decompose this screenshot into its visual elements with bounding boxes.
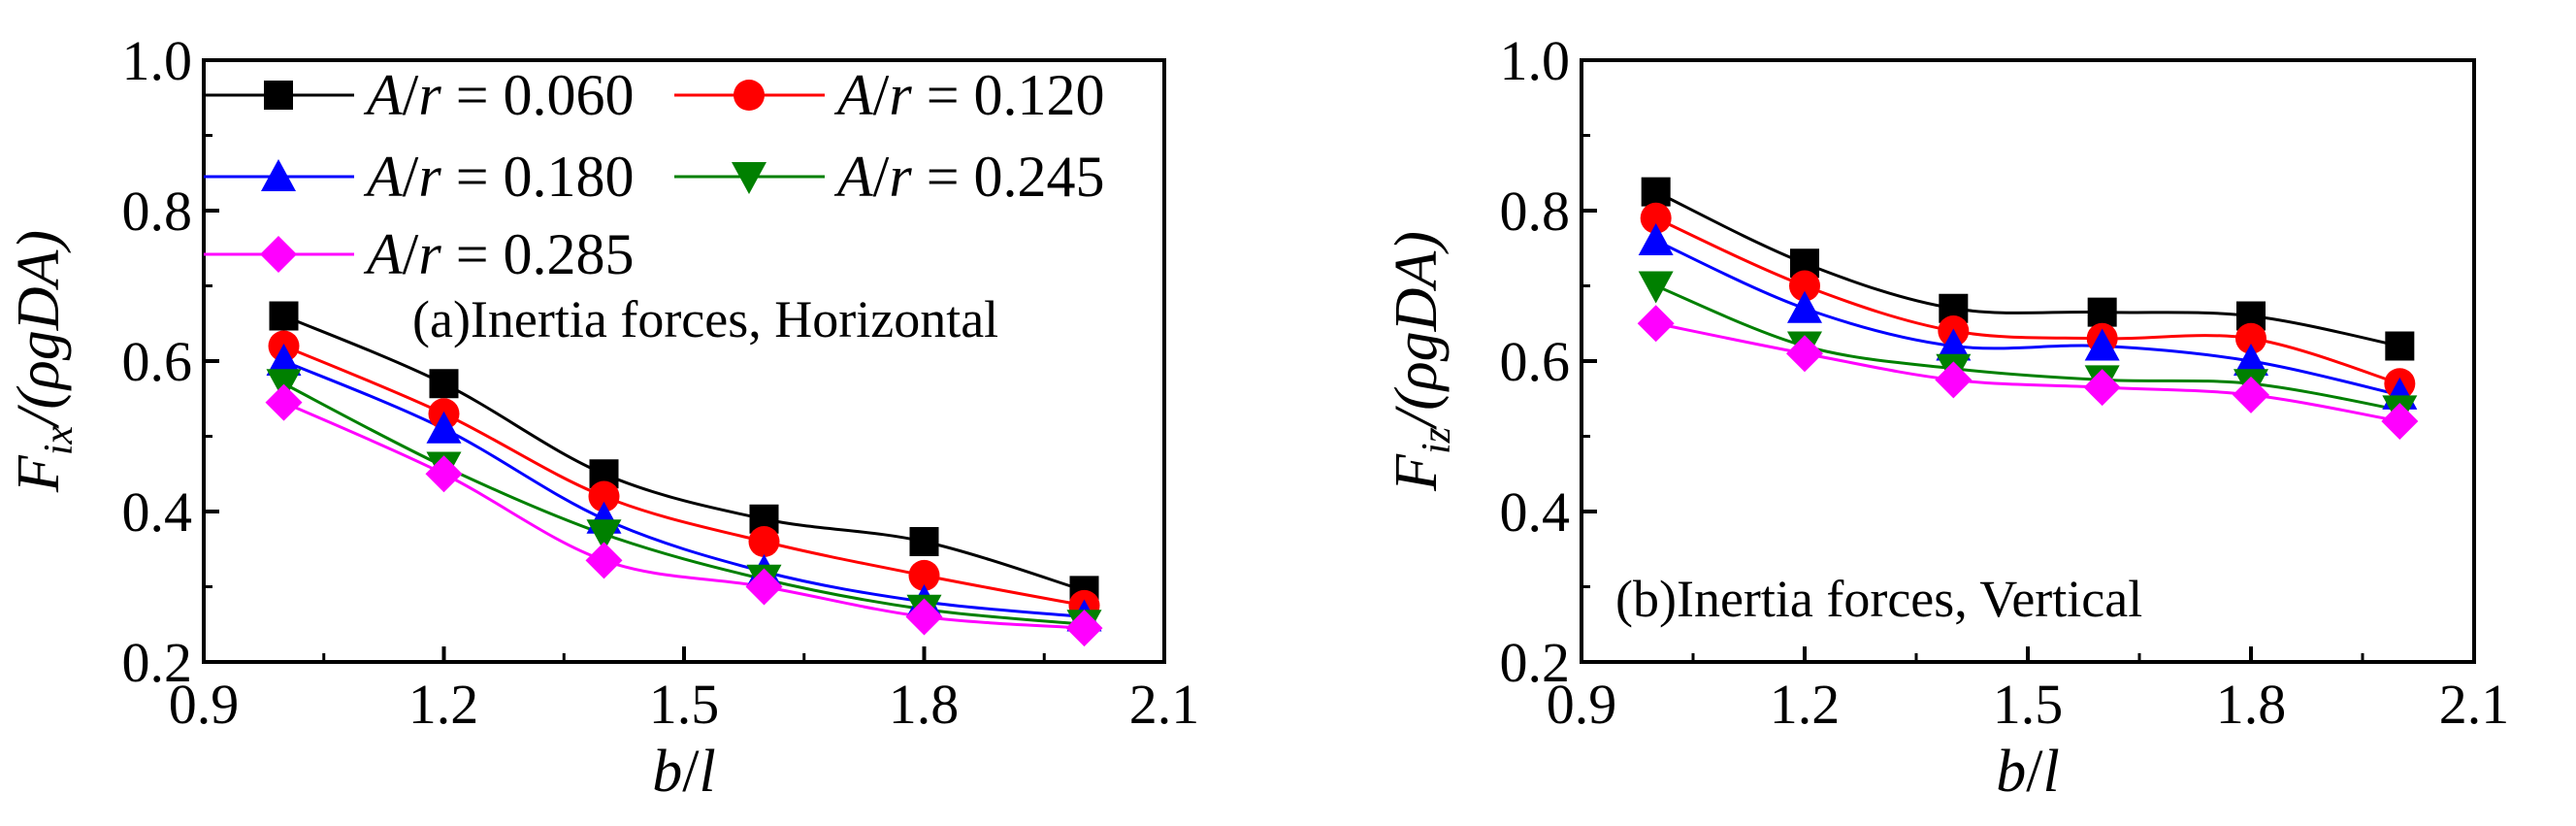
data-point-series-2 [1787, 290, 1822, 323]
data-point-series-1 [908, 559, 940, 591]
data-point-series-0 [2087, 297, 2117, 327]
legend-label: A/r = 0.180 [363, 145, 635, 209]
panel-a-ytick-label: 0.8 [122, 180, 193, 243]
panel-b-annotation: (b)Inertia forces, Vertical [1615, 570, 2142, 628]
data-point-series-2 [1936, 328, 1972, 361]
panel-a-xtick-label: 1.8 [889, 673, 960, 736]
legend-label: A/r = 0.060 [363, 63, 635, 127]
panel-b-series-markers [1637, 177, 2419, 440]
data-point-series-1 [1640, 202, 1672, 234]
panel-b-x-axis-title: b/l [1996, 739, 2059, 805]
panel-a-ytick-label: 0.2 [122, 631, 193, 694]
panel-a-xtick-label: 0.9 [169, 673, 240, 736]
data-point-series-2 [1638, 223, 1674, 255]
panel-a-ticks [202, 58, 1166, 664]
legend-label: A/r = 0.245 [833, 145, 1105, 209]
series-line-4 [1655, 321, 2400, 423]
data-point-series-4 [2083, 369, 2121, 407]
legend-item-4: A/r = 0.285 [204, 222, 635, 286]
data-point-series-3 [1638, 271, 1674, 304]
data-point-series-4 [265, 383, 303, 421]
panel-a-xtick-label: 2.1 [1129, 673, 1200, 736]
panel-b-ytick-label: 0.2 [1500, 631, 1571, 694]
data-point-series-0 [269, 301, 299, 331]
panel-a-annotation: (a)Inertia forces, Horizontal [412, 290, 998, 348]
panel-a-xtick-label: 1.2 [408, 673, 479, 736]
panel-b-ytick-label: 0.8 [1500, 180, 1571, 243]
data-point-series-0 [1641, 177, 1671, 207]
data-point-series-4 [745, 568, 783, 606]
panel-b-chart: 0.2 0.4 0.6 0.8 1.0 0.9 1.2 1.5 1.8 2.1 … [1384, 29, 2509, 805]
data-point-series-1 [748, 526, 780, 557]
legend-marker [261, 159, 296, 191]
panel-a-ytick-label: 1.0 [122, 29, 193, 92]
data-point-series-2 [2084, 328, 2120, 361]
series-line-3 [282, 381, 1085, 626]
panel-a-ytick-label: 0.4 [122, 480, 193, 544]
data-point-series-0 [2385, 331, 2415, 361]
data-point-series-4 [1065, 610, 1103, 647]
legend-item-3: A/r = 0.245 [674, 145, 1105, 209]
legend-marker [734, 80, 765, 111]
panel-a-y-axis-title: Fix/(ρgDA) [6, 230, 82, 493]
panel-a-legend: A/r = 0.060 A/r = 0.120 A/r = 0.180 A/r = 0… [204, 63, 1105, 286]
series-line-0 [282, 314, 1085, 592]
data-point-series-3 [586, 519, 622, 552]
data-point-series-4 [425, 455, 463, 493]
series-line-2 [1655, 239, 2400, 397]
panel-b-y-axis-title: Fiz/(ρgDA) [1384, 231, 1459, 492]
series-line-3 [1655, 284, 2400, 412]
legend-marker [264, 81, 293, 110]
legend-item-0: A/r = 0.060 [204, 63, 635, 127]
series-line-1 [282, 345, 1085, 608]
panel-a-chart: 0.2 0.4 0.6 0.8 1.0 0.9 1.2 1.5 1.8 2.1 … [6, 29, 1199, 805]
series-line-1 [1655, 216, 2400, 385]
data-point-series-0 [429, 369, 459, 399]
panel-b-ytick-label: 0.4 [1500, 480, 1571, 544]
legend-item-2: A/r = 0.180 [204, 145, 635, 209]
series-line-0 [1655, 190, 2400, 347]
legend-marker [260, 236, 297, 273]
data-point-series-4 [2381, 403, 2419, 440]
data-point-series-2 [266, 344, 302, 376]
data-point-series-0 [909, 527, 939, 556]
panel-a-ytick-label: 0.6 [122, 330, 193, 393]
panel-a-xtick-label: 1.5 [649, 673, 720, 736]
data-point-series-4 [1786, 335, 1823, 373]
panel-b-xtick-label: 1.2 [1770, 673, 1841, 736]
data-point-series-1 [2235, 322, 2266, 354]
series-line-2 [282, 359, 1085, 618]
legend-marker [732, 162, 766, 194]
data-point-series-1 [1789, 270, 1820, 302]
data-point-series-4 [1637, 305, 1675, 343]
legend-item-1: A/r = 0.120 [674, 63, 1105, 127]
panel-a-x-axis-title: b/l [652, 739, 715, 805]
panel-b-xtick-label: 1.5 [1993, 673, 2064, 736]
panel-b-ticks [1580, 58, 2476, 664]
panel-a-series-lines [282, 314, 1085, 630]
legend-label: A/r = 0.285 [363, 222, 635, 286]
data-point-series-2 [2234, 344, 2268, 376]
panel-b-series-lines [1655, 190, 2400, 423]
panel-b-xtick-label: 0.9 [1547, 673, 1617, 736]
data-point-series-4 [905, 598, 943, 636]
legend-label: A/r = 0.120 [833, 63, 1105, 127]
panel-b-ytick-label: 1.0 [1500, 29, 1571, 92]
data-point-series-4 [1935, 361, 1973, 399]
panel-a-series-markers [265, 301, 1103, 647]
panel-b-xtick-label: 1.8 [2216, 673, 2287, 736]
data-point-series-2 [426, 411, 462, 444]
data-point-series-4 [585, 542, 623, 579]
panel-b-ytick-label: 0.6 [1500, 330, 1571, 393]
panel-b-xtick-label: 2.1 [2439, 673, 2510, 736]
data-point-series-4 [2233, 376, 2269, 413]
data-point-series-1 [588, 480, 620, 512]
series-line-4 [282, 401, 1085, 630]
